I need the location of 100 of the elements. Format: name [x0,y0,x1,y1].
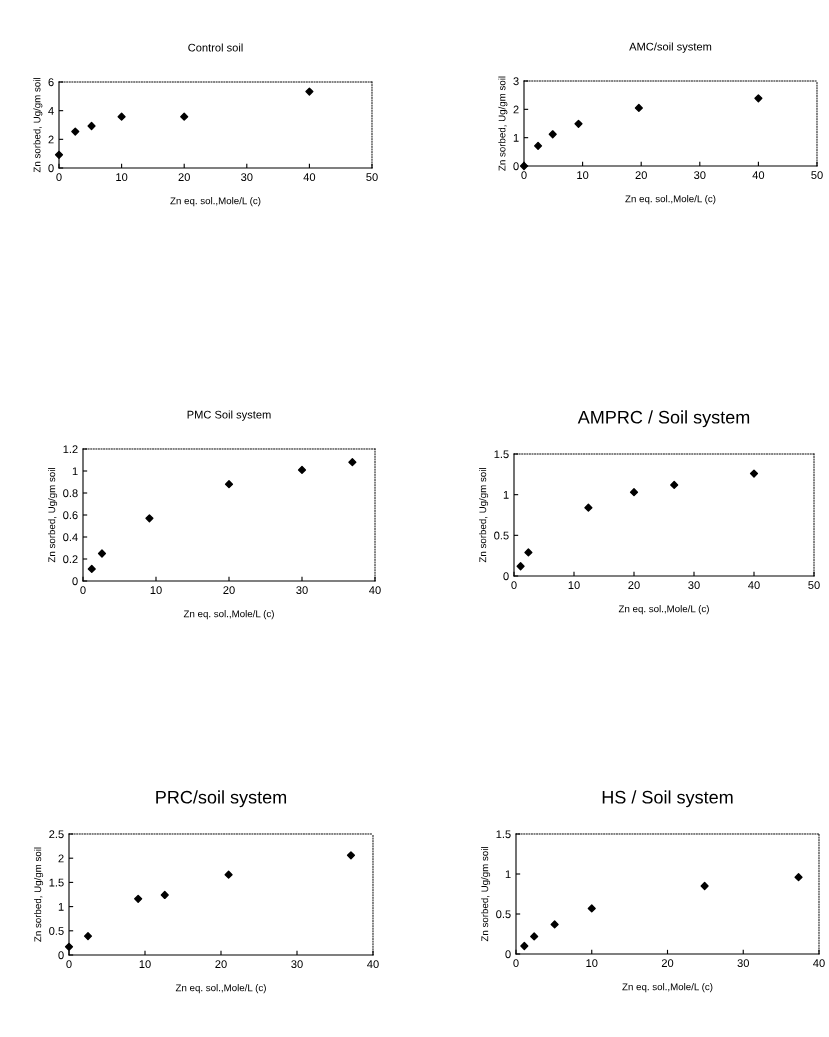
point [530,932,539,941]
x-tick-label: 50 [808,581,820,590]
y-tick-label: 2 [58,854,64,863]
x-axis-title: Zn eq. sol.,Mole/L (c) [622,983,713,993]
x-axis-title: Zn eq. sol.,Mole/L (c) [170,197,261,207]
x-tick-label: 0 [80,586,86,595]
point [754,94,763,103]
y-tick-label: 0.5 [494,531,509,540]
x-tick-label: 0 [521,171,527,180]
x-tick-label: 40 [367,960,379,969]
x-tick-label: 40 [303,173,316,182]
y-tick-label: 3 [513,77,519,86]
y-tick-label: 4 [48,107,54,115]
point [550,920,559,929]
x-tick-label: 50 [811,171,823,180]
x-tick-label: 20 [661,959,674,968]
x-axis-title: Zn eq. sol.,Mole/L (c) [618,605,709,615]
point [64,942,74,951]
y-tick-label: 1 [58,902,64,911]
y-tick-label: 0 [58,951,64,960]
point [134,894,143,903]
x-tick-label: 10 [568,581,580,590]
x-tick-label: 30 [694,171,706,180]
y-axis-title: Zn sorbed, Ug/gm soil [33,78,43,173]
point [87,564,96,573]
y-tick-label: 0 [48,164,54,173]
x-tick-label: 20 [178,173,190,182]
point [160,890,169,900]
point [629,488,639,497]
chart-title: AMC/soil system [629,42,712,53]
point [533,141,543,150]
y-tick-label: 1 [72,467,78,476]
chart-title: AMPRC / Soil system [577,410,750,428]
x-tick-label: 40 [369,586,381,595]
y-axis-title: Zn sorbed, Ug/gm soil [498,76,508,171]
chart-title: PMC Soil system [187,410,271,421]
point [584,503,593,512]
x-tick-label: 30 [737,959,749,968]
point [520,941,529,951]
point [297,465,307,474]
y-tick-label: 0 [513,162,519,171]
point [519,161,529,171]
x-axis-title: Zn eq. sol.,Mole/L (c) [175,984,266,994]
x-tick-label: 30 [241,173,253,182]
point [346,851,356,860]
y-tick-label: 6 [48,78,54,87]
x-tick-label: 20 [628,581,640,590]
point [574,119,583,128]
point [700,881,709,891]
x-tick-label: 40 [813,959,825,968]
y-tick-label: 0.8 [63,489,78,498]
y-tick-label: 0.5 [496,910,511,919]
x-tick-label: 10 [150,586,162,595]
x-tick-label: 10 [116,173,128,182]
y-tick-label: 1.5 [494,450,509,459]
point [670,480,679,490]
y-tick-label: 0 [505,950,511,959]
x-tick-label: 30 [291,960,303,969]
x-tick-label: 10 [577,171,589,180]
y-tick-label: 1.2 [63,445,78,454]
point [180,112,189,121]
x-axis-title: Zn eq. sol.,Mole/L (c) [625,195,716,205]
x-tick-label: 10 [586,959,598,968]
point [54,150,64,159]
x-tick-label: 10 [139,960,151,969]
x-tick-label: 20 [635,171,647,180]
point [348,458,357,467]
y-tick-label: 0.2 [63,555,78,564]
y-axis-title: Zn sorbed, Ug/gm soil [34,847,44,942]
y-axis-title: Zn sorbed, Ug/gm soil [481,847,491,942]
y-axis-title: Zn sorbed, Ug/gm soil [48,468,58,563]
chart-title: HS / Soil system [602,790,733,808]
point [548,130,557,139]
point [587,904,596,913]
chart-title: PRC/soil system [156,790,287,808]
y-tick-label: 0.6 [63,511,78,520]
y-tick-label: 0 [503,572,509,581]
y-tick-label: 2 [48,135,54,144]
point [145,514,154,523]
y-tick-label: 0.5 [49,927,64,935]
x-tick-label: 30 [296,586,308,595]
y-tick-label: 2.5 [49,830,64,839]
y-tick-label: 2 [513,105,519,114]
point [224,870,233,879]
x-tick-label: 30 [688,581,700,590]
y-axis-title: Zn sorbed, Ug/gm soil [479,468,489,563]
y-tick-label: 1.5 [496,830,511,839]
y-tick-label: 1 [513,134,519,142]
point [794,873,803,882]
y-tick-label: 1 [503,491,509,499]
chart-title: Control soil [188,43,243,52]
x-tick-label: 20 [223,586,235,595]
point [224,480,234,489]
y-tick-label: 1.5 [49,878,64,887]
x-tick-label: 50 [366,173,378,182]
point [305,87,314,96]
x-axis-title: Zn eq. sol.,Mole/L (c) [183,610,274,620]
y-tick-label: 1 [505,870,511,879]
point [634,103,643,113]
x-tick-label: 20 [215,960,227,969]
